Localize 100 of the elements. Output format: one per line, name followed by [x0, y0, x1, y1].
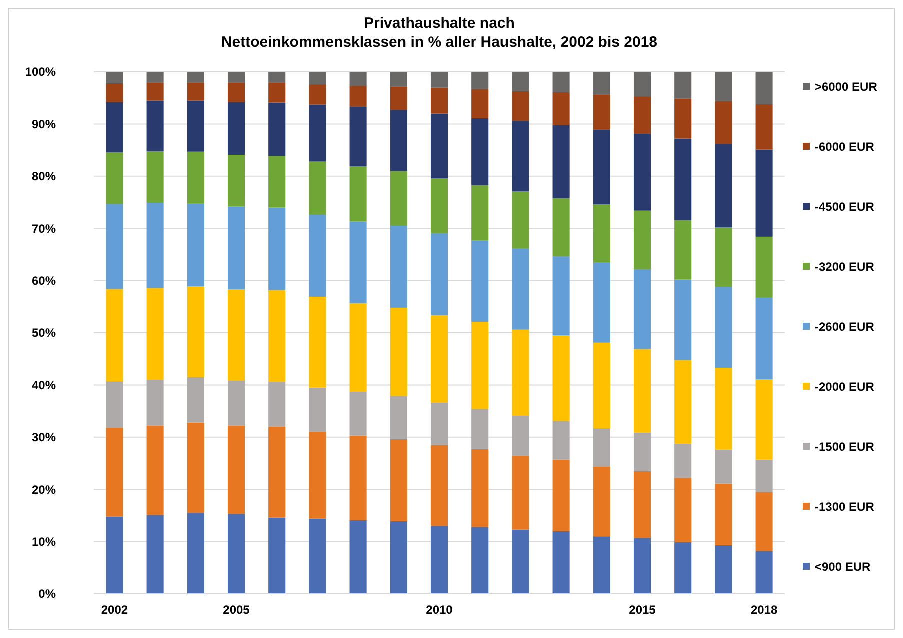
bar [593, 72, 610, 95]
bar [593, 466, 610, 537]
bar [593, 428, 610, 467]
bar [350, 303, 367, 392]
bar [187, 513, 204, 594]
bar [512, 91, 530, 122]
bar [268, 208, 286, 290]
bar [674, 360, 692, 444]
y-tick-label: 50% [32, 326, 56, 340]
legend-label: >6000 EUR [815, 80, 878, 94]
bar [634, 471, 652, 538]
bar [756, 104, 773, 150]
bar [309, 296, 326, 388]
bar [309, 162, 326, 216]
y-tick-label: 60% [32, 274, 56, 288]
bar [430, 445, 448, 526]
bar [472, 409, 489, 450]
bar [552, 421, 570, 460]
bar [512, 416, 530, 456]
bar [268, 102, 286, 156]
bar [390, 226, 408, 308]
legend-label: -3200 EUR [815, 260, 875, 274]
bar [187, 82, 204, 101]
bar [146, 288, 164, 380]
x-tick-label: 2010 [426, 603, 454, 617]
bar [106, 516, 124, 594]
bar [715, 450, 732, 484]
bar [228, 290, 246, 382]
bar [390, 439, 408, 522]
bar [268, 382, 286, 427]
bar [268, 290, 286, 382]
bar [309, 72, 326, 85]
bar [350, 520, 367, 594]
bar [756, 379, 773, 460]
bar [106, 382, 124, 428]
bar [106, 152, 124, 204]
bar [756, 551, 773, 594]
bar [106, 204, 124, 290]
bar [552, 198, 570, 256]
bar [552, 92, 570, 126]
bar [268, 82, 286, 103]
bar [593, 204, 610, 263]
legend-label: -2600 EUR [815, 320, 875, 334]
bar [674, 280, 692, 360]
bar [512, 456, 530, 530]
y-tick-label: 10% [32, 535, 56, 549]
bar [715, 101, 732, 144]
bar [146, 203, 164, 288]
bar [146, 82, 164, 101]
legend-label: <900 EUR [815, 560, 872, 574]
bar [146, 380, 164, 426]
bar [268, 518, 286, 594]
bar [309, 432, 326, 519]
bar [390, 396, 408, 440]
bar [674, 220, 692, 280]
bar [593, 130, 610, 205]
y-tick-label: 90% [32, 117, 56, 132]
bar [146, 100, 164, 152]
y-tick-label: 0% [38, 587, 56, 602]
bar [390, 86, 408, 110]
bar [472, 72, 489, 90]
bar [309, 215, 326, 297]
bar [674, 444, 692, 478]
bar [715, 545, 732, 594]
bar [512, 248, 530, 330]
bar [350, 222, 367, 304]
bar [228, 82, 246, 102]
bar [146, 426, 164, 516]
bar [228, 426, 246, 514]
bar [187, 422, 204, 514]
legend-label: -4500 EUR [815, 200, 875, 214]
bar [552, 256, 570, 336]
y-tick-label: 100% [25, 65, 56, 80]
bar [715, 368, 732, 450]
bar [674, 478, 692, 542]
bar [674, 72, 692, 99]
bar [472, 185, 489, 241]
y-tick-label: 80% [32, 170, 56, 184]
x-tick-label: 2005 [223, 603, 250, 617]
bar [472, 240, 489, 322]
bar [634, 72, 652, 97]
bar [634, 432, 652, 472]
bar [390, 110, 408, 172]
bar [106, 72, 124, 84]
bar [430, 526, 448, 594]
bar [268, 72, 286, 83]
bar [228, 72, 246, 83]
bar [756, 236, 773, 298]
bar [552, 531, 570, 594]
bar [309, 518, 326, 594]
bar [390, 308, 408, 396]
bar [715, 72, 732, 102]
bar [472, 527, 489, 594]
bar [106, 428, 124, 517]
bar [309, 104, 326, 162]
bar [472, 118, 489, 186]
bar [228, 155, 246, 207]
bar [472, 89, 489, 118]
bar [390, 521, 408, 594]
bar [268, 426, 286, 518]
